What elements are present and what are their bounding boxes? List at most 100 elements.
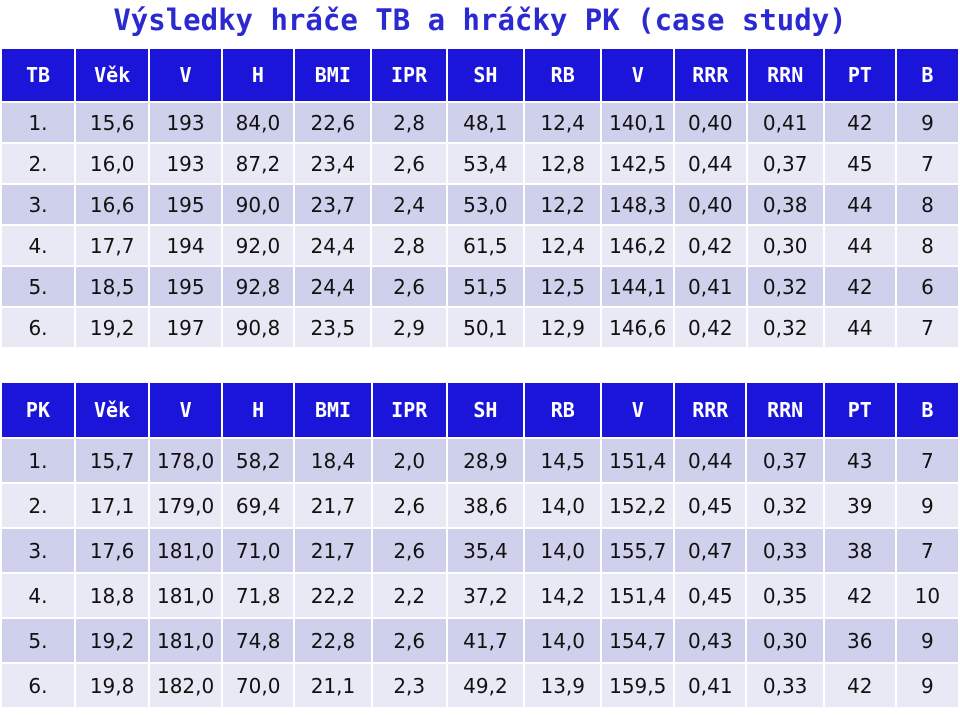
table-cell: 7: [896, 439, 958, 482]
table-cell: 13,9: [525, 664, 601, 707]
column-header: BMI: [295, 383, 371, 437]
table-cell: 146,2: [602, 226, 674, 265]
table-cell: 45: [824, 144, 895, 183]
table-cell: 0,37: [747, 144, 823, 183]
column-header: PK: [2, 383, 74, 437]
table-cell: 87,2: [222, 144, 294, 183]
table-cell: 0,35: [747, 574, 823, 617]
table-cell: 181,0: [150, 529, 221, 572]
table-cell: 0,30: [747, 226, 823, 265]
table-cell: 50,1: [447, 308, 524, 347]
table-cell: 179,0: [150, 484, 221, 527]
table-header-row: PK Věk V H BMI IPR SH RB V RRR RRN PT B: [2, 383, 958, 437]
table-row: 1. 15,7 178,0 58,2 18,4 2,0 28,9 14,5 151,4 0,44 0…: [2, 439, 958, 482]
table-cell: 23,7: [295, 185, 371, 224]
table-cell: 69,4: [222, 484, 294, 527]
table-row: 3. 17,6 181,0 71,0 21,7 2,6 35,4 14,0 155,7 0,47 0…: [2, 529, 958, 572]
table-cell: 38,6: [447, 484, 524, 527]
table-cell: 0,45: [675, 484, 746, 527]
table-cell: 0,41: [747, 103, 823, 142]
table-cell: 41,7: [447, 619, 524, 662]
pk-results-table: PK Věk V H BMI IPR SH RB V RRR RRN PT B 1. 15,7 178,0 5…: [0, 381, 960, 709]
table-cell: 0,32: [747, 308, 823, 347]
table-cell: 146,6: [602, 308, 674, 347]
table-cell: 92,8: [222, 267, 294, 306]
table-cell: 7: [896, 308, 958, 347]
table-cell: 19,8: [75, 664, 149, 707]
table-cell: 23,5: [295, 308, 371, 347]
table-cell: 8: [896, 185, 958, 224]
column-header: RRR: [675, 383, 746, 437]
table-cell: 4.: [2, 226, 74, 265]
column-header: RRN: [747, 383, 823, 437]
table-row: 6. 19,8 182,0 70,0 21,1 2,3 49,2 13,9 159,5 0,41 0…: [2, 664, 958, 707]
table-cell: 142,5: [602, 144, 674, 183]
table-cell: 178,0: [150, 439, 221, 482]
table-cell: 2,6: [372, 529, 446, 572]
table-cell: 152,2: [602, 484, 674, 527]
table-cell: 193: [150, 144, 221, 183]
table-cell: 12,8: [525, 144, 601, 183]
table-cell: 2,6: [372, 619, 446, 662]
table-cell: 70,0: [222, 664, 294, 707]
table-cell: 17,1: [75, 484, 149, 527]
table-cell: 7: [896, 144, 958, 183]
table-cell: 2,3: [372, 664, 446, 707]
column-header: PT: [824, 383, 895, 437]
table-cell: 0,40: [675, 185, 746, 224]
table-cell: 28,9: [447, 439, 524, 482]
table-cell: 2,6: [372, 484, 446, 527]
table-row: 5. 18,5 195 92,8 24,4 2,6 51,5 12,5 144,1 0,41 0,3…: [2, 267, 958, 306]
table-cell: 15,6: [75, 103, 149, 142]
table-cell: 71,8: [222, 574, 294, 617]
table-cell: 22,8: [295, 619, 371, 662]
column-header: TB: [2, 49, 74, 101]
table-cell: 197: [150, 308, 221, 347]
table-cell: 14,0: [525, 529, 601, 572]
table-cell: 159,5: [602, 664, 674, 707]
table-cell: 2,6: [372, 267, 446, 306]
column-header: PT: [824, 49, 895, 101]
table-cell: 193: [150, 103, 221, 142]
table-cell: 19,2: [75, 619, 149, 662]
table-cell: 0,44: [675, 144, 746, 183]
table-cell: 19,2: [75, 308, 149, 347]
table-cell: 148,3: [602, 185, 674, 224]
column-header: IPR: [372, 383, 446, 437]
table-cell: 0,38: [747, 185, 823, 224]
table-cell: 0,33: [747, 664, 823, 707]
table-cell: 36: [824, 619, 895, 662]
table-cell: 3.: [2, 185, 74, 224]
table-cell: 8: [896, 226, 958, 265]
table-cell: 42: [824, 664, 895, 707]
table-cell: 3.: [2, 529, 74, 572]
table-cell: 21,7: [295, 484, 371, 527]
table-cell: 151,4: [602, 439, 674, 482]
table-cell: 16,6: [75, 185, 149, 224]
column-header: SH: [447, 383, 524, 437]
table-cell: 53,4: [447, 144, 524, 183]
table-cell: 0,42: [675, 226, 746, 265]
table-cell: 2,8: [372, 226, 446, 265]
column-header: B: [896, 49, 958, 101]
table-cell: 92,0: [222, 226, 294, 265]
table-cell: 194: [150, 226, 221, 265]
column-header: V: [602, 49, 674, 101]
table-cell: 9: [896, 619, 958, 662]
table-cell: 12,5: [525, 267, 601, 306]
table-cell: 182,0: [150, 664, 221, 707]
column-header: H: [222, 383, 294, 437]
table-cell: 1.: [2, 103, 74, 142]
table-header-row: TB Věk V H BMI IPR SH RB V RRR RRN PT B: [2, 49, 958, 101]
table-row: 6. 19,2 197 90,8 23,5 2,9 50,1 12,9 146,6 0,42 0,3…: [2, 308, 958, 347]
table-cell: 9: [896, 103, 958, 142]
table-cell: 0,47: [675, 529, 746, 572]
table-cell: 12,4: [525, 103, 601, 142]
table-cell: 58,2: [222, 439, 294, 482]
table-cell: 71,0: [222, 529, 294, 572]
column-header: V: [150, 383, 221, 437]
table-row: 4. 17,7 194 92,0 24,4 2,8 61,5 12,4 146,2 0,42 0,3…: [2, 226, 958, 265]
table-cell: 12,9: [525, 308, 601, 347]
table-cell: 44: [824, 185, 895, 224]
table-cell: 9: [896, 484, 958, 527]
